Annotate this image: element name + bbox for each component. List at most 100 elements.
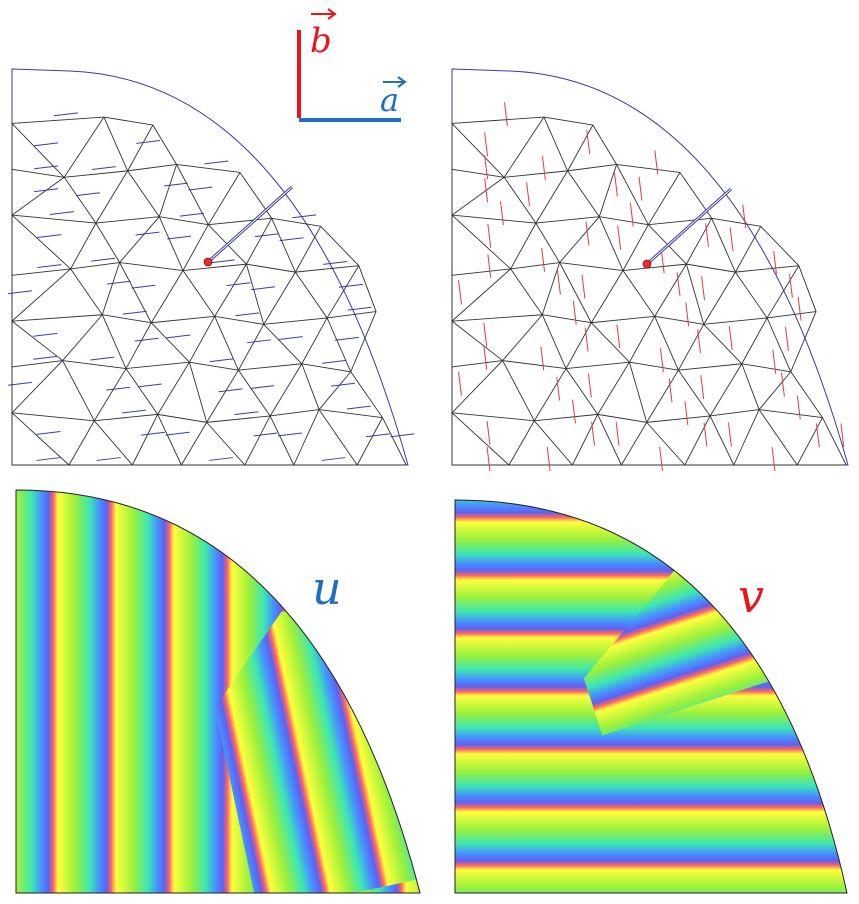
mesh-edge	[590, 322, 630, 363]
cross-field-stroke	[347, 306, 372, 311]
mesh-edge	[451, 360, 503, 414]
cross-field-stroke	[771, 447, 776, 471]
mesh-edge	[206, 422, 246, 466]
mesh-edge	[207, 172, 241, 225]
mesh-edge	[621, 422, 648, 466]
mesh-edge	[182, 270, 216, 317]
cross-field-stroke	[321, 457, 346, 461]
mesh-edge	[119, 262, 152, 323]
cross-field-stroke	[122, 409, 146, 414]
cross-field-stroke	[526, 182, 530, 207]
mesh-edge	[510, 262, 560, 270]
mesh-edge	[327, 311, 377, 319]
mesh-edge	[263, 324, 303, 365]
cross-field-stroke	[659, 447, 664, 471]
cross-field-stroke	[483, 322, 488, 347]
mesh-edge	[559, 216, 600, 263]
cross-field-stroke	[277, 432, 302, 437]
mesh-edge	[766, 265, 800, 319]
cross-field-stroke	[122, 310, 147, 315]
mesh-edge	[686, 218, 713, 265]
mesh-edge	[95, 216, 160, 224]
singularity-point	[642, 259, 652, 269]
mesh-edge	[182, 263, 247, 271]
cross-field-stroke	[668, 378, 673, 403]
cross-field-stroke	[390, 433, 415, 438]
mesh-edge	[119, 216, 160, 263]
mesh-edge	[238, 324, 265, 371]
mesh-edge	[451, 360, 503, 368]
mesh-edge	[11, 412, 95, 422]
mesh-edge	[271, 217, 321, 227]
cross-field-stroke	[458, 280, 462, 305]
triangle-mesh	[11, 116, 407, 466]
cross-field-stroke	[334, 336, 359, 341]
cross-field-stroke	[684, 401, 689, 426]
mesh-edge	[358, 265, 377, 312]
mesh-edge	[189, 316, 216, 363]
a-vector-label: a	[380, 81, 399, 119]
mesh-edge	[189, 361, 239, 371]
mesh-edge	[503, 177, 537, 224]
mesh-edge	[648, 217, 712, 226]
mesh-edge	[710, 409, 760, 417]
mesh-edge	[159, 216, 209, 226]
mesh-edge	[11, 268, 71, 322]
mesh-edge	[295, 271, 328, 319]
mesh-edge	[326, 265, 360, 319]
mesh-edge	[318, 371, 352, 410]
mesh-edge	[567, 170, 600, 217]
cross-field-stroke	[484, 132, 489, 157]
mesh-edge	[270, 409, 320, 417]
mesh-edge	[535, 222, 560, 263]
mesh-edge	[590, 270, 624, 323]
mesh-edge	[760, 225, 800, 267]
mesh-edge	[301, 363, 320, 410]
mesh-edge	[125, 361, 190, 370]
mesh-edge	[733, 409, 760, 466]
cross-field-stroke	[701, 276, 705, 301]
cross-field-stroke	[728, 422, 732, 447]
cross-field-stroke	[338, 283, 363, 288]
mesh-edge	[822, 417, 847, 466]
mesh-edge	[93, 420, 133, 466]
mesh-edge	[616, 164, 681, 173]
cross-field-stroke	[484, 155, 489, 180]
mesh-edge	[567, 124, 594, 172]
mesh-edge	[246, 263, 296, 273]
mesh-edge	[182, 224, 209, 271]
cross-field-stroke	[90, 356, 115, 361]
cross-field-stroke	[676, 272, 681, 297]
mesh-edge	[534, 413, 598, 422]
cross-field-stroke	[131, 284, 156, 289]
mesh-edge	[151, 315, 215, 324]
cross-field-stroke	[136, 140, 161, 144]
cross-field-stroke	[660, 249, 665, 274]
mesh-edge	[269, 363, 303, 417]
cross-field-stroke	[789, 273, 793, 298]
mesh-edge	[598, 216, 624, 271]
mesh-edge	[541, 262, 561, 315]
mesh-edge	[796, 417, 823, 466]
mesh-edge	[68, 420, 95, 466]
mesh-edge	[150, 270, 184, 323]
cross-field-stroke	[557, 270, 561, 295]
mesh-edge	[206, 369, 239, 423]
cross-field-stroke	[247, 339, 272, 344]
cross-field-stroke	[255, 233, 280, 238]
u-label: u	[312, 561, 342, 615]
cross-field-stroke	[49, 211, 74, 216]
mesh-edge	[790, 311, 817, 372]
cross-field-stroke	[546, 447, 551, 471]
mesh-edge	[157, 414, 182, 466]
cross-field-stroke	[166, 334, 191, 339]
mesh-edge	[214, 316, 239, 371]
cross-field-stroke	[278, 336, 303, 340]
cross-field-stroke	[135, 231, 160, 236]
mesh-edge	[654, 263, 687, 317]
mesh-edge	[125, 368, 159, 415]
cross-field-stroke	[36, 430, 61, 435]
v-parameterization-panel: v	[454, 499, 848, 894]
mesh-edge	[11, 412, 70, 466]
mesh-edge	[157, 413, 207, 423]
